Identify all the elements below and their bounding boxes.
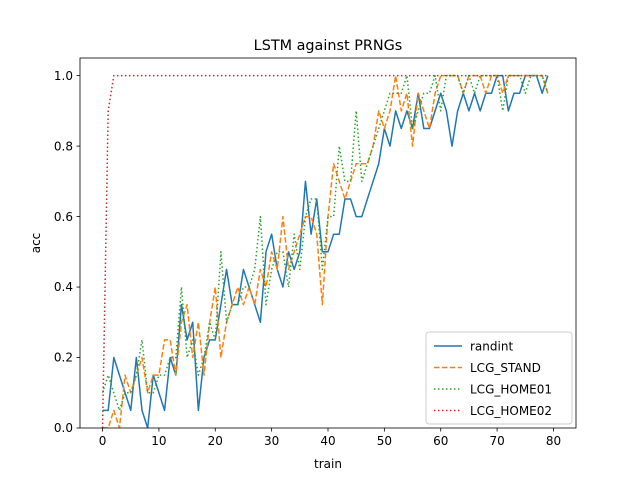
series-line-randint — [102, 74, 549, 428]
y-tick-label: 0.4 — [54, 280, 73, 294]
x-tick-label: 50 — [377, 434, 392, 448]
y-axis-label: acc — [29, 233, 43, 254]
legend-label: randint — [470, 339, 513, 353]
y-tick-label: 0.0 — [54, 421, 73, 435]
legend: randint LCG_STAND LCG_HOME01 LCG_HOME02 — [425, 331, 573, 425]
x-tick-label: 0 — [99, 434, 107, 448]
x-tick-label: 60 — [433, 434, 448, 448]
x-tick-label: 80 — [546, 434, 561, 448]
x-tick-label: 20 — [208, 434, 223, 448]
series-line-lcg-home01 — [101, 74, 549, 412]
y-tick-label: 1.0 — [54, 69, 73, 83]
chart-title: LSTM against PRNGs — [254, 38, 403, 54]
x-axis: 0 10 20 30 40 50 60 70 80 — [99, 428, 561, 448]
legend-label: LCG_HOME02 — [470, 404, 552, 418]
y-tick-label: 0.6 — [54, 210, 73, 224]
legend-box — [425, 331, 573, 425]
series-line-lcg-home02 — [101, 74, 548, 428]
x-tick-label: 10 — [151, 434, 166, 448]
legend-label: LCG_HOME01 — [470, 382, 552, 396]
x-tick-label: 30 — [264, 434, 279, 448]
x-axis-label: train — [314, 457, 342, 471]
plot-area — [79, 57, 577, 429]
x-tick-label: 70 — [489, 434, 504, 448]
y-axis: 0.0 0.2 0.4 0.6 0.8 1.0 — [54, 69, 80, 435]
series-layer — [101, 74, 549, 428]
y-tick-label: 0.8 — [54, 139, 73, 153]
legend-label: LCG_STAND — [470, 361, 541, 375]
y-tick-label: 0.2 — [54, 351, 73, 365]
x-tick-label: 40 — [320, 434, 335, 448]
